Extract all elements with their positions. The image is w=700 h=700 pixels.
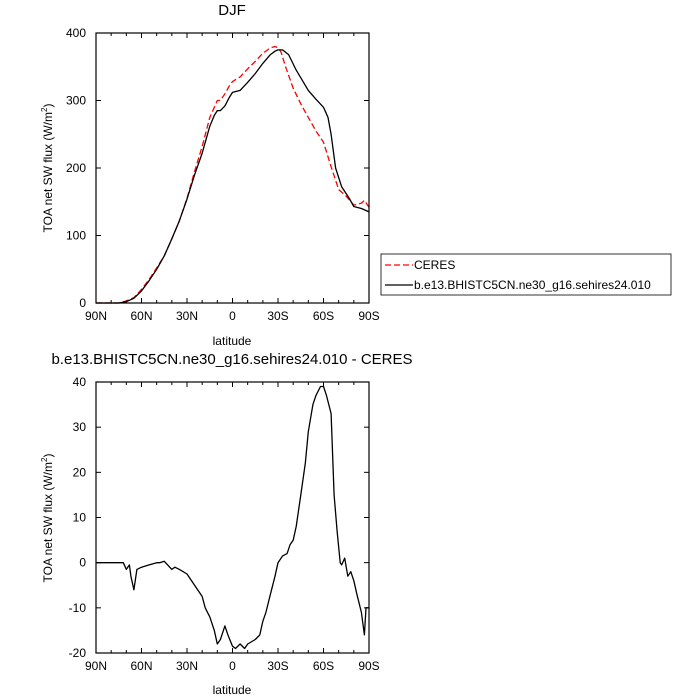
top-y-tick-label: 200 <box>66 161 86 175</box>
bottom-y-tick-label: 20 <box>73 465 87 479</box>
bottom-y-tick-label: 30 <box>73 420 87 434</box>
top-series-group <box>96 45 370 304</box>
legend-label-model: b.e13.BHISTC5CN.ne30_g16.sehires24.010 <box>414 278 651 292</box>
bottom-x-axis-label: latitude <box>213 683 252 697</box>
bottom-ticks: 90N 60N 30N 0 30S 60S 90S -20 -10 0 10 20 30 40 <box>69 375 380 673</box>
top-x-axis-label: latitude <box>213 334 252 348</box>
bottom-x-tick-label: 90N <box>85 659 107 673</box>
bottom-y-axis-label-sup: 2 <box>40 457 49 462</box>
top-series-line-1 <box>96 49 370 304</box>
bottom-y-tick-label: -10 <box>69 601 87 615</box>
bottom-y-tick-label: 0 <box>79 556 86 570</box>
bottom-x-tick-label: 60S <box>313 659 334 673</box>
bottom-x-tick-label: 30N <box>176 659 198 673</box>
bottom-x-tick-label: 60N <box>130 659 152 673</box>
bottom-y-tick-label: 10 <box>73 511 87 525</box>
bottom-chart: b.e13.BHISTC5CN.ne30_g16.sehires24.010 -… <box>40 351 413 697</box>
bottom-y-axis-label: TOA net SW flux (W/m2) <box>40 454 55 583</box>
top-chart-title: DJF <box>218 2 246 19</box>
top-x-tick-label: 30S <box>267 309 288 323</box>
legend: CERES b.e13.BHISTC5CN.ne30_g16.sehires24… <box>380 253 672 296</box>
bottom-y-tick-label: -20 <box>69 646 87 660</box>
top-x-tick-label: 90S <box>358 309 379 323</box>
top-ticks: 90N 60N 30N 0 30S 60S 90S 0 100 200 300 400 <box>66 26 380 323</box>
legend-label-ceres: CERES <box>414 258 455 272</box>
bottom-series-line-0 <box>96 385 369 650</box>
top-chart: DJF 90N 60N 30N 0 30S 60S 90S 0 100 200 300 400 lat… <box>40 2 380 348</box>
top-y-tick-label: 300 <box>66 94 86 108</box>
top-y-axis-label: TOA net SW flux (W/m2) <box>40 104 55 233</box>
bottom-x-tick-label: 0 <box>229 659 236 673</box>
bottom-plot-frame <box>95 381 370 654</box>
bottom-y-tick-label: 40 <box>73 375 87 389</box>
top-x-tick-label: 90N <box>85 309 107 323</box>
top-x-tick-label: 0 <box>229 309 236 323</box>
top-y-tick-label: 400 <box>66 26 86 40</box>
top-series-line-0 <box>96 45 370 304</box>
top-y-tick-label: 0 <box>79 296 86 310</box>
bottom-series-group <box>96 385 369 650</box>
top-plot-frame <box>95 32 370 304</box>
bottom-chart-title: b.e13.BHISTC5CN.ne30_g16.sehires24.010 -… <box>51 351 412 368</box>
top-y-tick-label: 100 <box>66 229 86 243</box>
top-x-tick-label: 30N <box>176 309 198 323</box>
bottom-x-tick-label: 30S <box>267 659 288 673</box>
top-y-axis-label-sup: 2 <box>40 107 49 112</box>
legend-box <box>380 253 672 296</box>
top-x-tick-label: 60N <box>130 309 152 323</box>
top-x-tick-label: 60S <box>313 309 334 323</box>
bottom-x-tick-label: 90S <box>358 659 379 673</box>
